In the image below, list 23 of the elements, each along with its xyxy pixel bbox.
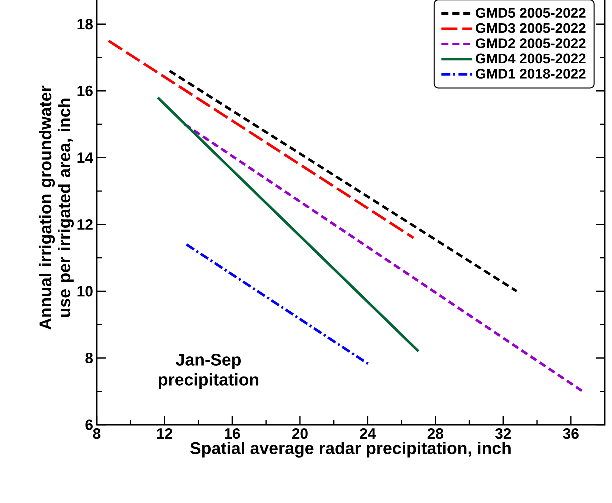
legend-label: GMD4 2005-2022	[476, 54, 586, 64]
x-tick-label: 16	[225, 428, 240, 440]
y-tick-label: 16	[78, 86, 93, 96]
y-tick-label: 12	[78, 219, 93, 230]
legend-label: GMD3 2005-2022	[476, 23, 586, 34]
x-tick-label: 28	[428, 428, 444, 440]
y-axis-title: Annual irrigation groundwater use per irrigated area, inch	[39, 86, 74, 330]
x-axis-title: Spatial average radar precipitation, inch	[190, 442, 511, 458]
x-tick-label: 32	[495, 428, 512, 440]
x-tick-label: 24	[360, 428, 376, 439]
legend-label: GMD5 2005-2022	[476, 8, 586, 18]
y-tick-label: 10	[78, 286, 93, 297]
legend-label: GMD1 2018-2022	[476, 69, 586, 79]
x-tick-label: 36	[563, 428, 579, 440]
y-tick-label: 8	[86, 352, 94, 364]
y-tick-label: 14	[78, 152, 94, 164]
y-tick-label: 6	[86, 420, 93, 430]
x-tick-label: 20	[292, 428, 308, 440]
x-tick-label: 12	[157, 428, 172, 439]
annotation: Jan-Sep precipitation	[159, 354, 259, 390]
y-tick-label: 18	[78, 19, 94, 30]
legend-label: GMD2 2005-2022	[476, 38, 586, 48]
x-tick-label: 8	[93, 428, 101, 440]
